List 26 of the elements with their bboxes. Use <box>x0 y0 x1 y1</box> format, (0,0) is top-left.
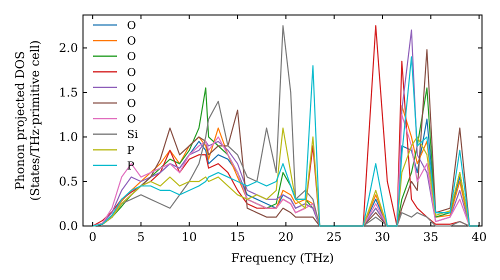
x-tick-label: 30 <box>374 230 390 244</box>
legend-label: Si <box>127 128 139 142</box>
y-tick-label: 1.5 <box>58 85 78 100</box>
x-tick-label: 40 <box>471 230 487 244</box>
legend-label: O <box>127 34 136 48</box>
x-tick-label: 10 <box>182 230 197 244</box>
y-tick-label: 0.5 <box>58 174 78 188</box>
x-tick-label: 0 <box>88 230 96 244</box>
x-tick-label: 35 <box>423 230 438 244</box>
legend-label: O <box>127 81 136 94</box>
legend-label: O <box>127 50 136 64</box>
legend-label: O <box>127 66 136 79</box>
x-tick-label: 25 <box>326 230 342 244</box>
y-axis-title: Phonon projected DOS (States/THz·primitive cell) <box>13 40 42 201</box>
y-tick-label: 0.0 <box>58 219 78 233</box>
legend-label: P <box>127 144 135 157</box>
legend-label: O <box>127 112 136 126</box>
legend-label: O <box>127 19 136 32</box>
y-tick-label: 2.0 <box>58 40 78 55</box>
y-tick-label: 1.0 <box>58 130 78 144</box>
legend-label: P <box>127 159 135 172</box>
x-tick-label: 5 <box>137 230 145 244</box>
x-axis-title: Frequency (THz) <box>231 251 334 265</box>
legend-label: O <box>127 97 136 110</box>
x-tick-label: 15 <box>230 230 246 244</box>
x-tick-label: 20 <box>278 230 294 244</box>
